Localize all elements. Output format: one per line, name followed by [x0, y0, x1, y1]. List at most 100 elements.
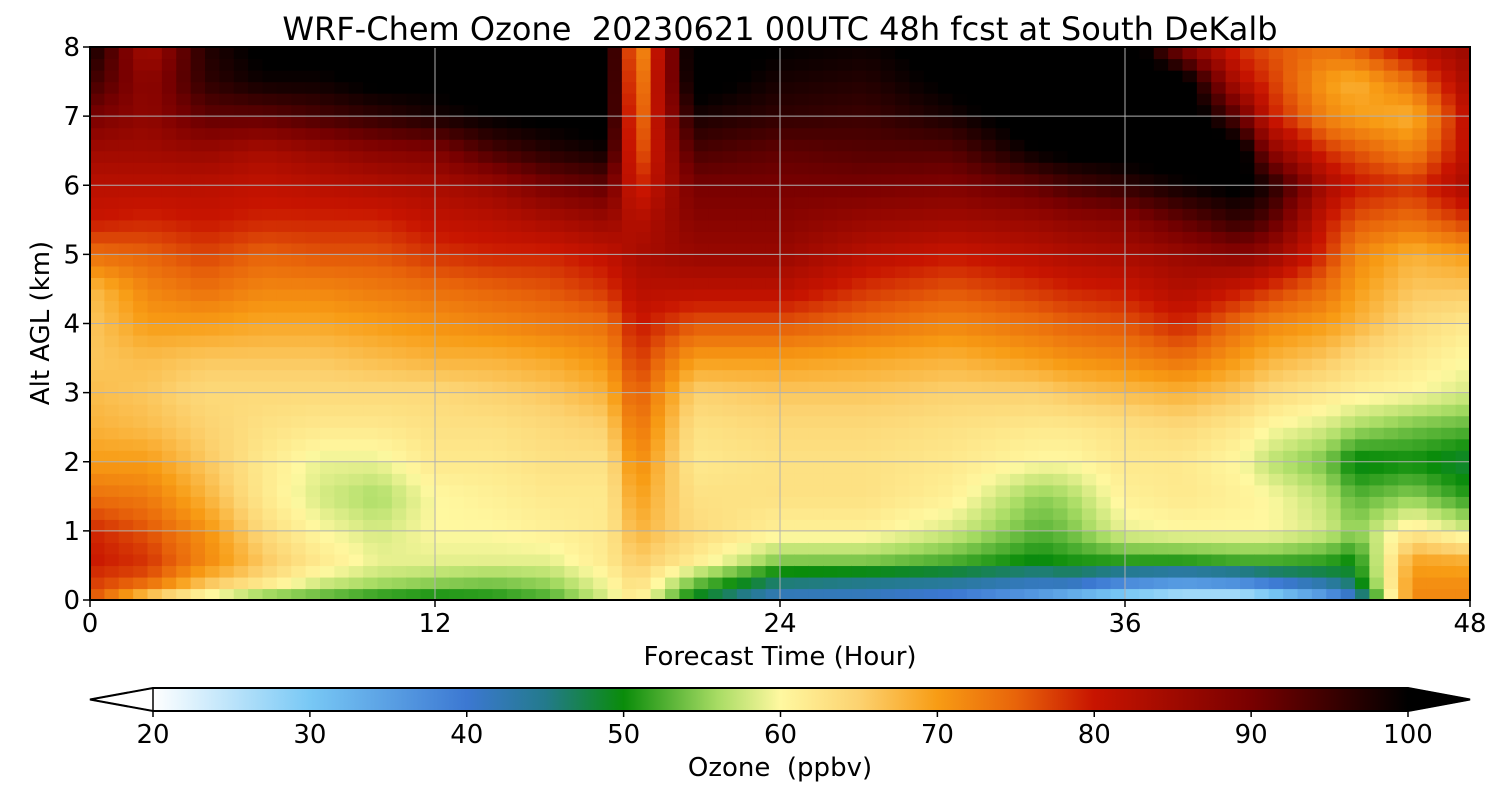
heatmap-cell [161, 565, 177, 578]
heatmap-cell [1283, 427, 1299, 440]
heatmap-cell [104, 323, 120, 336]
heatmap-cell [320, 231, 335, 244]
heatmap-cell [435, 404, 450, 417]
heatmap-cell [363, 392, 379, 405]
heatmap-cell [1096, 496, 1112, 509]
heatmap-cell [1225, 392, 1241, 405]
heatmap-cell [808, 576, 824, 590]
heatmap-cell [780, 70, 795, 83]
heatmap-cell [938, 139, 954, 152]
heatmap-cell [1196, 450, 1212, 463]
heatmap-cell [435, 58, 450, 71]
heatmap-cell [607, 427, 623, 440]
heatmap-cell [104, 185, 120, 198]
heatmap-cell [348, 208, 364, 221]
heatmap-cell [492, 116, 508, 129]
heatmap-cell [952, 47, 968, 60]
heatmap-cell [291, 576, 307, 590]
heatmap-cell [665, 461, 680, 474]
heatmap-cell [564, 288, 580, 302]
heatmap-cell [406, 461, 422, 474]
heatmap-cell [535, 530, 551, 543]
heatmap-cell [104, 519, 120, 532]
heatmap-cell [535, 553, 551, 567]
heatmap-cell [463, 242, 479, 255]
heatmap-cell [506, 473, 522, 486]
heatmap-cell [90, 288, 105, 302]
heatmap-cell [621, 173, 637, 186]
heatmap-cell [161, 231, 177, 244]
heatmap-cell [1383, 335, 1399, 348]
heatmap-cell [794, 438, 810, 451]
heatmap-cell [406, 484, 422, 497]
heatmap-cell [909, 173, 925, 186]
heatmap-cell [90, 404, 105, 417]
heatmap-cell [320, 496, 335, 509]
heatmap-cell [823, 116, 839, 129]
heatmap-cell [1254, 242, 1270, 255]
heatmap-cell [665, 415, 680, 428]
heatmap-cell [780, 588, 795, 600]
heatmap-cell [837, 507, 853, 520]
heatmap-cell [722, 81, 738, 94]
heatmap-cell [1168, 70, 1184, 83]
heatmap-cell [1240, 242, 1255, 255]
heatmap-cell [205, 542, 220, 555]
heatmap-cell [1455, 196, 1470, 209]
heatmap-cell [1441, 254, 1457, 267]
heatmap-cell [535, 116, 551, 129]
heatmap-cell [1455, 70, 1470, 83]
heatmap-cell [1038, 473, 1054, 486]
heatmap-cell [463, 588, 479, 600]
heatmap-cell [564, 565, 580, 578]
heatmap-cell [1139, 127, 1155, 140]
heatmap-cell [449, 219, 465, 232]
heatmap-cell [435, 553, 450, 567]
heatmap-cell [1340, 588, 1356, 600]
heatmap-cell [291, 116, 307, 129]
heatmap-cell [233, 381, 249, 394]
heatmap-cell [406, 576, 422, 590]
heatmap-cell [320, 58, 335, 71]
heatmap-cell [1081, 162, 1097, 175]
heatmap-cell [736, 335, 752, 348]
heatmap-cell [607, 127, 623, 140]
heatmap-cell [276, 47, 292, 60]
heatmap-cell [1153, 254, 1169, 267]
heatmap-cell [1412, 254, 1428, 267]
heatmap-cell [463, 530, 479, 543]
heatmap-cell [1412, 484, 1428, 497]
heatmap-cell [118, 288, 134, 302]
heatmap-cell [1355, 196, 1370, 209]
heatmap-cell [147, 427, 163, 440]
heatmap-cell [492, 588, 508, 600]
heatmap-cell [535, 323, 551, 336]
heatmap-cell [578, 542, 594, 555]
heatmap-cell [1182, 173, 1198, 186]
heatmap-cell [1297, 346, 1313, 359]
heatmap-cell [794, 162, 810, 175]
heatmap-cell [1038, 208, 1054, 221]
heatmap-cell [564, 346, 580, 359]
heatmap-cell [1383, 196, 1399, 209]
heatmap-cell [636, 81, 652, 94]
heatmap-cell [794, 576, 810, 590]
heatmap-cell [1182, 162, 1198, 175]
heatmap-cell [1196, 427, 1212, 440]
heatmap-cell [1196, 196, 1212, 209]
heatmap-cell [104, 415, 120, 428]
heatmap-cell [262, 381, 278, 394]
heatmap-cell [1010, 219, 1025, 232]
heatmap-cell [420, 116, 436, 129]
heatmap-cell [262, 473, 278, 486]
heatmap-cell [823, 473, 839, 486]
heatmap-cell [233, 496, 249, 509]
heatmap-cell [751, 58, 767, 71]
heatmap-cell [1168, 484, 1184, 497]
heatmap-cell [1110, 93, 1126, 106]
heatmap-cell [1225, 277, 1241, 290]
heatmap-cell [1283, 392, 1299, 405]
heatmap-cell [248, 473, 264, 486]
heatmap-cell [205, 358, 220, 371]
heatmap-cell [794, 346, 810, 359]
